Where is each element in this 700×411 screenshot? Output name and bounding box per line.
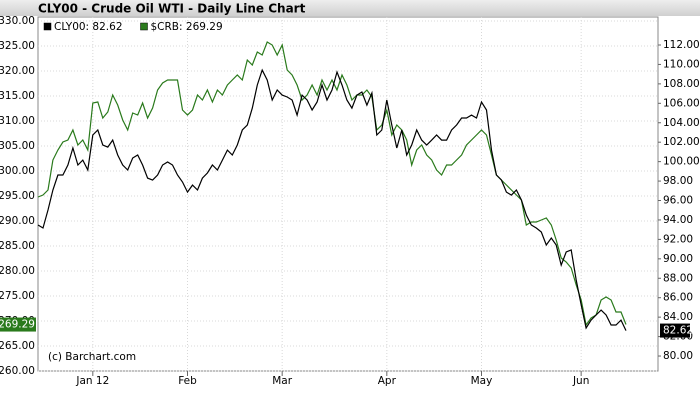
- y2-tick-label: 96.00: [663, 195, 693, 207]
- y-tick-label: 290.00: [0, 215, 35, 227]
- title-bar: [0, 0, 700, 16]
- y2-tick-label: 106.00: [663, 97, 700, 109]
- last-value-badge: [660, 323, 690, 338]
- y2-tick-label: 94.00: [663, 214, 693, 226]
- y-tick-label: 320.00: [0, 65, 35, 77]
- y-tick-label: 295.00: [0, 190, 35, 202]
- y2-tick-label: 98.00: [663, 175, 693, 187]
- y-tick-label: 330.00: [0, 15, 35, 27]
- y-tick-label: 305.00: [0, 140, 35, 152]
- y-tick-label: 285.00: [0, 240, 35, 252]
- plot-area: [37, 16, 659, 372]
- x-tick-label: Jan 12: [75, 375, 109, 387]
- y-tick-label: 315.00: [0, 90, 35, 102]
- y-tick-label: 265.00: [0, 340, 35, 352]
- last-value-badge: [0, 317, 36, 332]
- y2-tick-label: 80.00: [663, 350, 693, 362]
- y2-tick-label: 100.00: [663, 156, 700, 168]
- legend-label: $CRB: 269.29: [151, 21, 223, 33]
- line-series: [37, 41, 627, 327]
- y2-tick-label: 92.00: [663, 233, 693, 245]
- y2-tick-label: 112.00: [663, 39, 700, 51]
- y2-tick-label: 86.00: [663, 292, 693, 304]
- x-tick-label: Apr: [378, 375, 397, 387]
- last-value-label: 269.29: [0, 319, 35, 331]
- y2-tick-label: 88.00: [663, 272, 693, 284]
- y-tick-label: 280.00: [0, 265, 35, 277]
- legend-swatch: [140, 22, 148, 31]
- x-tick-label: May: [471, 375, 493, 387]
- line-series: [37, 68, 627, 331]
- y-tick-label: 275.00: [0, 290, 35, 302]
- x-tick-label: Feb: [178, 375, 197, 387]
- y-tick-label: 310.00: [0, 115, 35, 127]
- last-value-label: 82.62: [663, 325, 693, 337]
- annotation: (c) Barchart.com: [48, 351, 136, 363]
- legend-swatch: [43, 22, 52, 31]
- chart-title: CLY00 - Crude Oil WTI - Daily Line Chart: [38, 2, 306, 16]
- y2-tick-label: 108.00: [663, 78, 700, 90]
- y-tick-label: 300.00: [0, 165, 35, 177]
- y2-tick-label: 102.00: [663, 136, 700, 148]
- y2-tick-label: 90.00: [663, 253, 693, 265]
- y2-tick-label: 110.00: [663, 58, 700, 70]
- x-tick-label: Mar: [272, 375, 292, 387]
- y-tick-label: 260.00: [0, 365, 35, 377]
- x-tick-label: Jun: [572, 375, 589, 387]
- y-tick-label: 325.00: [0, 40, 35, 52]
- y2-tick-label: 84.00: [663, 311, 693, 323]
- y2-tick-label: 104.00: [663, 117, 700, 129]
- legend-label: CLY00: 82.62: [54, 21, 123, 33]
